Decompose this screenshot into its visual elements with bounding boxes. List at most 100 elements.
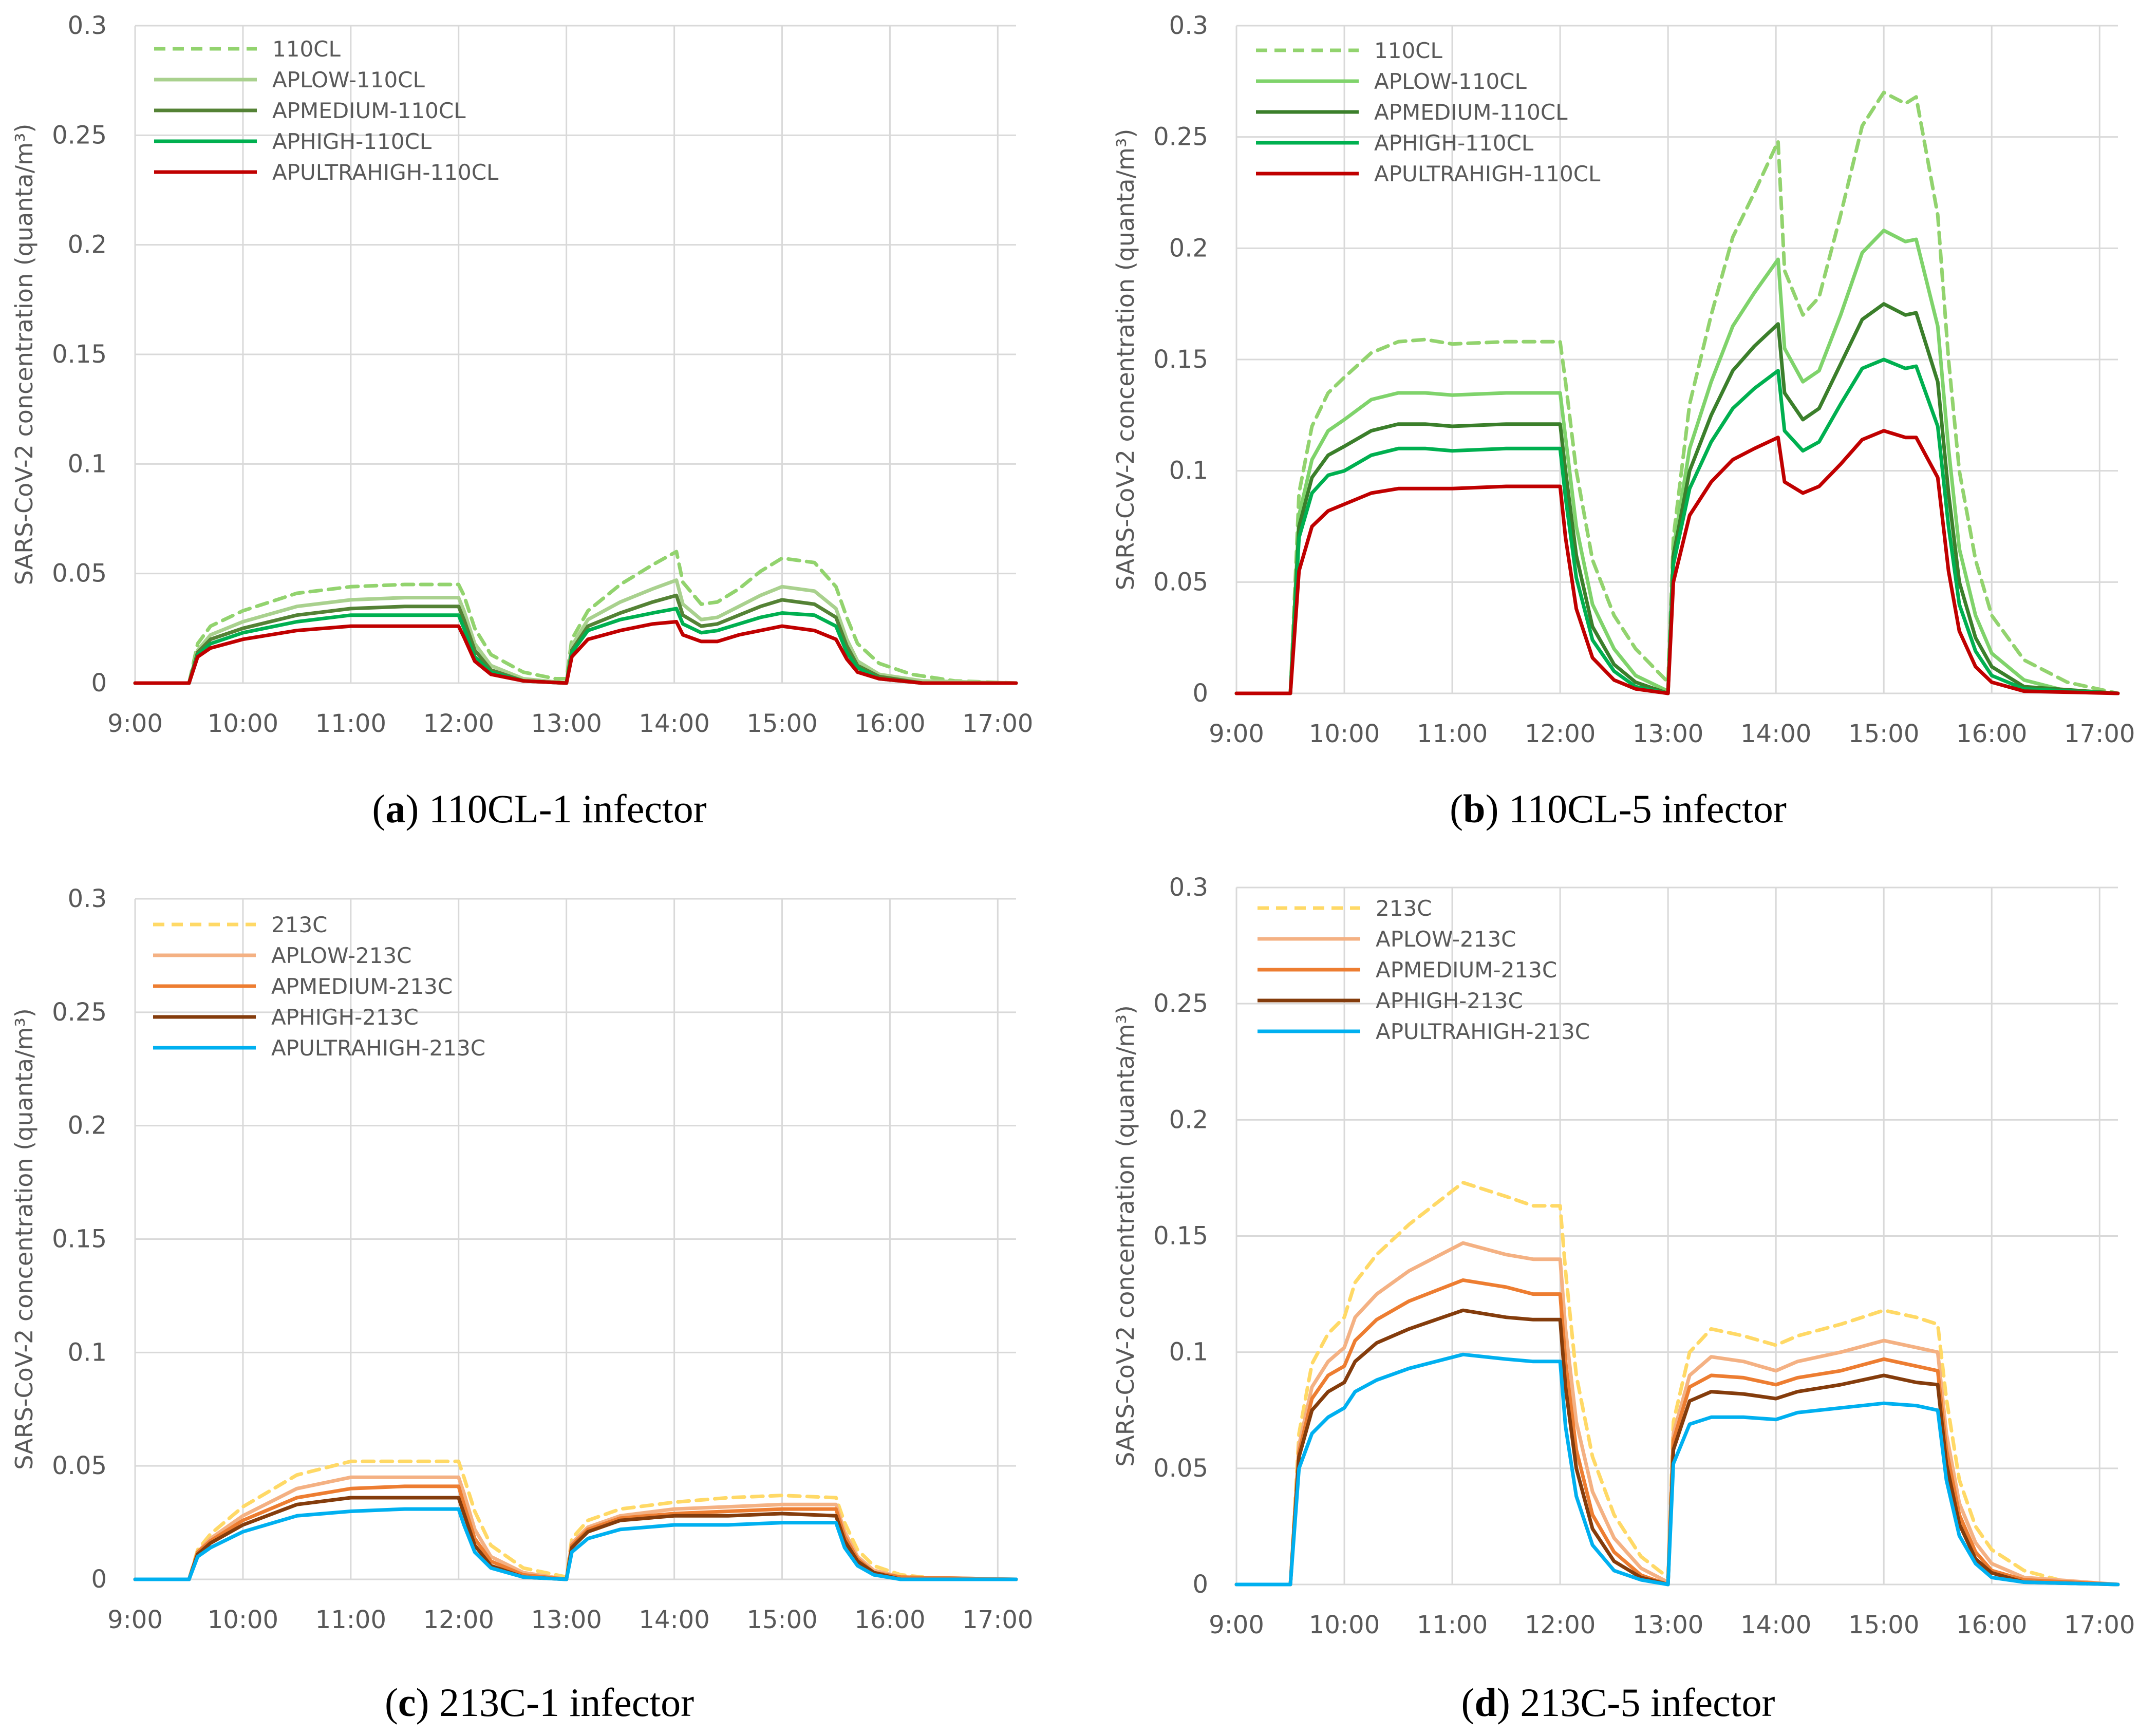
x-tick-label: 10:00: [1309, 720, 1380, 748]
x-tick-label: 11:00: [1417, 720, 1488, 748]
x-tick-label: 11:00: [315, 1606, 386, 1634]
legend-label: APHIGH-213C: [1376, 988, 1523, 1013]
legend-label: APHIGH-110CL: [272, 129, 432, 154]
x-tick-label: 14:00: [639, 1606, 709, 1634]
legend-label: APMEDIUM-213C: [1376, 957, 1557, 983]
legend-label: APMEDIUM-213C: [271, 974, 453, 999]
y-tick-label: 0: [91, 1565, 107, 1594]
y-tick-label: 0.25: [52, 998, 107, 1027]
y-tick-label: 0.15: [1153, 1222, 1208, 1251]
y-tick-label: 0.1: [68, 1338, 107, 1367]
legend-label: APULTRAHIGH-213C: [1376, 1019, 1590, 1044]
series-line: [1234, 1278, 2120, 1587]
x-tick-label: 11:00: [315, 709, 386, 738]
y-tick-label: 0.3: [1169, 11, 1208, 40]
y-tick-label: 0.05: [52, 1451, 107, 1480]
y-axis-label: SARS-CoV-2 concentration (quanta/m³): [10, 124, 38, 586]
y-tick-label: 0.05: [1153, 568, 1208, 596]
x-tick-label: 12:00: [423, 1606, 494, 1634]
y-tick-label: 0.1: [1169, 1338, 1208, 1367]
legend-label: APMEDIUM-110CL: [1374, 100, 1568, 125]
x-tick-label: 17:00: [962, 709, 1033, 738]
legend-label: APHIGH-213C: [271, 1005, 419, 1030]
series-line: [133, 578, 1018, 685]
x-tick-label: 13:00: [531, 1606, 602, 1634]
y-tick-label: 0.3: [68, 884, 107, 913]
y-tick-label: 0.3: [1169, 873, 1208, 902]
legend-label: 213C: [1376, 896, 1432, 921]
series-line: [1234, 1352, 2120, 1587]
x-tick-label: 9:00: [107, 1606, 163, 1634]
x-tick-label: 14:00: [639, 709, 709, 738]
series-line: [1234, 1241, 2120, 1587]
legend-label: APHIGH-110CL: [1374, 130, 1534, 156]
x-tick-label: 9:00: [107, 709, 163, 738]
legend-label: APLOW-110CL: [272, 67, 425, 92]
x-tick-label: 17:00: [962, 1606, 1033, 1634]
legend-label: APLOW-213C: [271, 943, 412, 968]
legend-label: APLOW-110CL: [1374, 69, 1527, 94]
x-tick-label: 16:00: [1956, 720, 2027, 748]
x-tick-label: 16:00: [854, 709, 925, 738]
x-tick-label: 13:00: [1633, 720, 1703, 748]
y-tick-label: 0.15: [52, 1225, 107, 1254]
series-line: [133, 550, 1018, 685]
series-line: [1234, 1181, 2120, 1587]
x-tick-label: 12:00: [1525, 1611, 1596, 1639]
x-tick-label: 14:00: [1740, 1611, 1811, 1639]
x-tick-label: 15:00: [746, 1606, 817, 1634]
x-tick-label: 17:00: [2064, 1611, 2135, 1639]
x-tick-label: 10:00: [208, 709, 278, 738]
legend-label: APULTRAHIGH-110CL: [1374, 161, 1601, 186]
series-line: [1234, 229, 2120, 695]
series-line: [1234, 429, 2120, 695]
legend: 110CL APLOW-110CL APMEDIUM-110CL APHIGH-110…: [1256, 38, 1601, 186]
y-tick-label: 0.25: [1153, 989, 1208, 1018]
series-line: [133, 593, 1018, 685]
legend-label: 110CL: [272, 36, 341, 62]
legend: 213C APLOW-213C APMEDIUM-213C APHIGH-213C AP…: [153, 912, 485, 1061]
legend-label: 213C: [271, 912, 328, 937]
legend-label: APULTRAHIGH-110CL: [272, 160, 499, 185]
y-tick-label: 0.25: [52, 121, 107, 149]
x-tick-label: 9:00: [1209, 720, 1264, 748]
series-line: [1234, 357, 2120, 695]
caption-c: (c) 213C-1 infector: [384, 1680, 695, 1725]
y-tick-label: 0.2: [68, 1111, 107, 1140]
x-tick-label: 12:00: [423, 709, 494, 738]
x-tick-label: 15:00: [1848, 1611, 1919, 1639]
y-tick-label: 0.3: [68, 11, 107, 40]
x-tick-label: 17:00: [2064, 720, 2135, 748]
legend-label: APMEDIUM-110CL: [272, 98, 466, 123]
caption-a: (a) 110CL-1 infector: [372, 786, 707, 831]
y-tick-label: 0.05: [52, 559, 107, 588]
x-tick-label: 11:00: [1417, 1611, 1488, 1639]
y-axis-label: SARS-CoV-2 concentration (quanta/m³): [1112, 129, 1139, 591]
y-tick-label: 0: [1192, 679, 1208, 708]
series-line: [1234, 302, 2120, 695]
x-tick-label: 10:00: [1309, 1611, 1380, 1639]
x-tick-label: 12:00: [1525, 720, 1596, 748]
x-tick-label: 10:00: [208, 1606, 278, 1634]
x-tick-label: 13:00: [531, 709, 602, 738]
y-tick-label: 0.15: [1153, 345, 1208, 374]
legend-label: APLOW-213C: [1376, 927, 1516, 952]
x-tick-label: 9:00: [1209, 1611, 1264, 1639]
y-tick-label: 0.1: [1169, 457, 1208, 485]
y-axis-label: SARS-CoV-2 concentration (quanta/m³): [1112, 1005, 1139, 1467]
y-tick-label: 0.2: [68, 231, 107, 259]
x-tick-label: 14:00: [1740, 720, 1811, 748]
caption-b: (b) 110CL-5 infector: [1450, 786, 1787, 831]
x-tick-label: 13:00: [1633, 1611, 1703, 1639]
series-line: [1234, 90, 2120, 695]
y-tick-label: 0.25: [1153, 123, 1208, 152]
x-tick-label: 15:00: [746, 709, 817, 738]
y-tick-label: 0.05: [1153, 1454, 1208, 1483]
x-tick-label: 15:00: [1848, 720, 1919, 748]
legend: 213C APLOW-213C APMEDIUM-213C APHIGH-213C AP…: [1258, 896, 1590, 1044]
